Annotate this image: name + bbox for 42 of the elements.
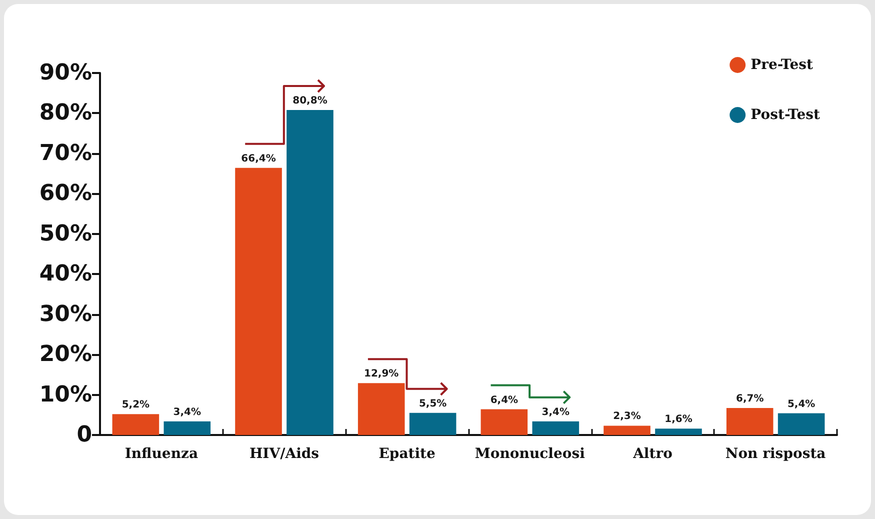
y-tick-label: 60% <box>39 181 92 206</box>
y-tick-label: 90% <box>39 60 92 86</box>
x-tick-label: Non risposta <box>725 446 826 462</box>
y-tick-label: 70% <box>39 140 92 166</box>
y-tick-label: 0 <box>76 422 92 448</box>
data-label: 5,5% <box>418 398 447 410</box>
y-tick-label: 10% <box>39 382 92 408</box>
x-tick-label: Epatite <box>378 446 436 462</box>
data-label: 6,7% <box>736 394 764 405</box>
x-tick-label: Altro <box>632 446 672 462</box>
data-label: 66,4% <box>241 153 276 164</box>
x-tick-label: HIV/Aids <box>249 446 320 462</box>
bar <box>164 421 211 435</box>
y-tick-label: 30% <box>39 302 92 327</box>
bar <box>480 409 528 435</box>
bar <box>286 110 334 435</box>
legend-label: Pre-Test <box>750 57 814 73</box>
bar <box>112 414 160 435</box>
bar <box>532 421 580 435</box>
bar <box>726 408 774 435</box>
data-label: 5,2% <box>122 400 150 411</box>
y-tick-label: 20% <box>39 342 92 368</box>
data-label: 3,4% <box>173 406 202 418</box>
bar <box>778 413 825 435</box>
y-tick-label: 40% <box>39 262 92 287</box>
data-label: 1,6% <box>664 414 692 426</box>
data-label: 2,3% <box>613 411 641 422</box>
data-label: 3,4% <box>542 406 570 418</box>
x-tick-label: Influenza <box>124 446 198 462</box>
bar <box>604 426 650 435</box>
bar <box>655 428 702 435</box>
data-label: 5,4% <box>787 398 816 410</box>
y-tick-label: 50% <box>39 221 92 246</box>
data-label: 6,4% <box>490 394 518 406</box>
bar <box>358 383 405 435</box>
legend-label: Post-Test <box>750 107 821 123</box>
data-label: 80,8% <box>292 96 328 107</box>
data-label: 12,9% <box>364 368 399 380</box>
y-tick-label: 80% <box>39 100 92 126</box>
bar <box>235 168 282 435</box>
bar <box>409 412 456 435</box>
x-tick-label: Mononucleosi <box>474 446 585 462</box>
